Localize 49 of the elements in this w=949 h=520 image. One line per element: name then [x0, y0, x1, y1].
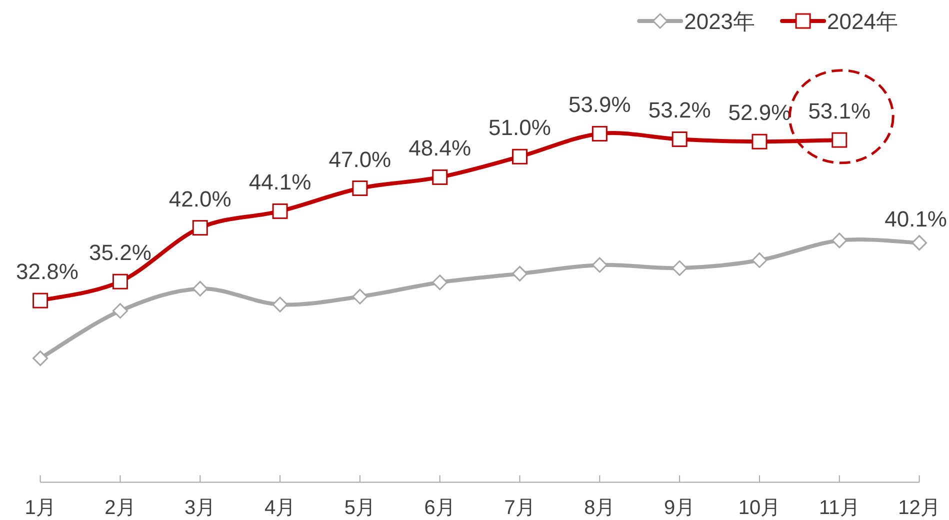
point — [592, 126, 608, 142]
point — [512, 148, 528, 164]
point — [112, 303, 128, 319]
point — [352, 180, 368, 196]
data-label: 53.1% — [808, 98, 871, 124]
x-tick-label: 1月 — [24, 497, 56, 519]
x-tick-label: 10月 — [738, 497, 781, 519]
legend-label: 2023年 — [684, 9, 756, 34]
data-label: 42.0% — [168, 186, 232, 212]
point — [512, 266, 528, 282]
point — [272, 203, 288, 219]
data-label: 48.4% — [408, 136, 472, 161]
point — [672, 260, 688, 276]
data-label: 53.9% — [568, 92, 631, 118]
x-tick-label: 2月 — [104, 497, 136, 519]
data-label: 53.2% — [648, 98, 711, 123]
point — [752, 252, 768, 268]
point — [192, 220, 208, 236]
data-label: 51.0% — [488, 115, 551, 140]
data-label: 40.1% — [884, 206, 947, 232]
x-tick-label: 4月 — [264, 497, 296, 519]
point — [272, 296, 288, 312]
point — [592, 257, 608, 273]
point — [32, 350, 48, 366]
point — [832, 232, 848, 248]
point — [352, 288, 368, 304]
data-label: 44.1% — [248, 170, 312, 195]
x-tick-label: 3月 — [184, 497, 216, 519]
x-tick-label: 11月 — [819, 497, 860, 519]
x-tick-label: 7月 — [504, 497, 536, 519]
point — [672, 131, 688, 147]
data-label: 47.0% — [328, 146, 392, 172]
point — [112, 274, 128, 290]
data-label: 52.9% — [728, 100, 791, 126]
x-tick-label: 6月 — [424, 497, 456, 519]
point — [912, 235, 928, 251]
point — [432, 274, 448, 290]
x-tick-label: 12月 — [898, 497, 940, 519]
data-label: 32.8% — [16, 259, 78, 284]
point — [832, 132, 848, 148]
data-label: 35.2% — [89, 240, 152, 266]
legend-label: 2024年 — [827, 9, 898, 34]
point — [752, 134, 768, 150]
point — [32, 292, 48, 308]
point — [432, 169, 448, 185]
x-tick-label: 8月 — [584, 497, 616, 519]
x-tick-label: 9月 — [664, 497, 696, 519]
point — [192, 280, 208, 296]
x-tick-label: 5月 — [344, 497, 376, 519]
